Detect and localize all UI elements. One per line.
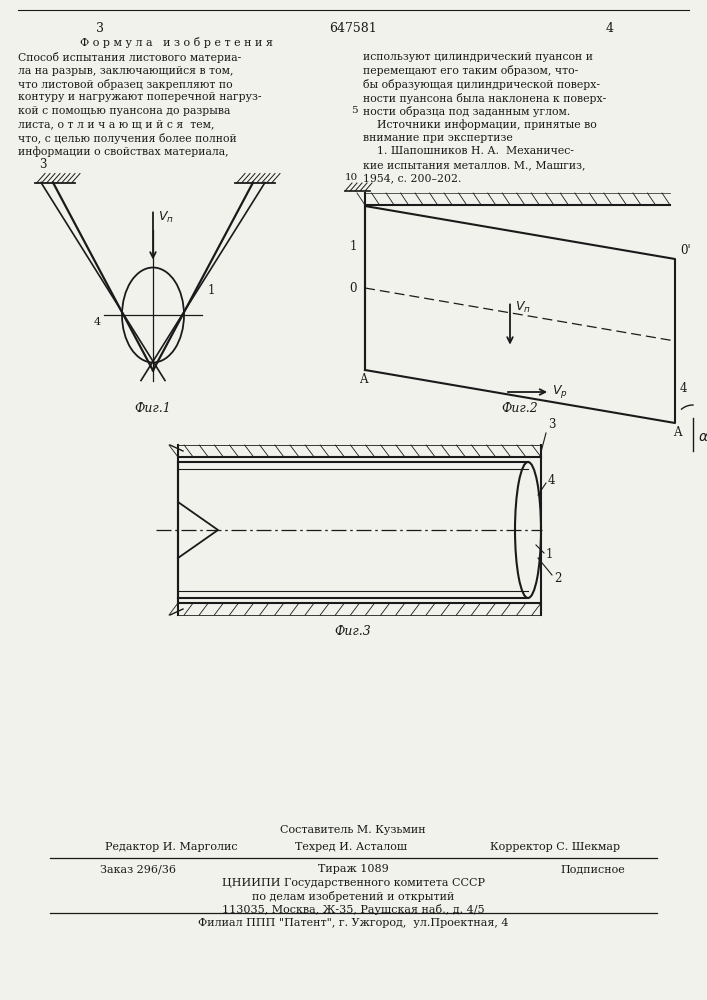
Text: 3: 3 xyxy=(96,22,104,35)
Text: Заказ 296/36: Заказ 296/36 xyxy=(100,864,176,874)
Text: ности образца под заданным углом.: ности образца под заданным углом. xyxy=(363,106,571,117)
Text: 1954, с. 200–202.: 1954, с. 200–202. xyxy=(363,174,462,184)
Text: Способ испытания листового материа-: Способ испытания листового материа- xyxy=(18,52,241,63)
Text: Подписное: Подписное xyxy=(560,864,625,874)
Text: 647581: 647581 xyxy=(329,22,377,35)
Text: 2: 2 xyxy=(554,572,561,584)
Text: $V_п$: $V_п$ xyxy=(158,210,174,225)
Text: 4: 4 xyxy=(606,22,614,35)
Text: 1: 1 xyxy=(208,284,216,297)
Text: Фиг.3: Фиг.3 xyxy=(334,625,371,638)
Text: что, с целью получения более полной: что, с целью получения более полной xyxy=(18,133,237,144)
Text: 10: 10 xyxy=(345,174,358,182)
Text: 113035, Москва, Ж-35, Раушская наб., д. 4/5: 113035, Москва, Ж-35, Раушская наб., д. … xyxy=(222,904,484,915)
Text: контуру и нагружают поперечной нагруз-: контуру и нагружают поперечной нагруз- xyxy=(18,93,262,103)
Text: 4: 4 xyxy=(94,317,101,327)
Text: 1: 1 xyxy=(350,239,357,252)
Text: ности пуансона была наклонена к поверх-: ности пуансона была наклонена к поверх- xyxy=(363,93,606,104)
Text: $\alpha$: $\alpha$ xyxy=(698,430,707,444)
Text: $V_п$: $V_п$ xyxy=(515,300,531,315)
Text: ЦНИИПИ Государственного комитета СССР: ЦНИИПИ Государственного комитета СССР xyxy=(221,878,484,888)
Text: используют цилиндрический пуансон и: используют цилиндрический пуансон и xyxy=(363,52,593,62)
Text: Техред И. Асталош: Техред И. Асталош xyxy=(295,842,407,852)
Text: что листовой образец закрепляют по: что листовой образец закрепляют по xyxy=(18,79,233,90)
Text: A: A xyxy=(358,373,367,386)
Text: перемещают его таким образом, что-: перемещают его таким образом, что- xyxy=(363,66,578,77)
Text: Филиал ППП "Патент", г. Ужгород,  ул.Проектная, 4: Филиал ППП "Патент", г. Ужгород, ул.Прое… xyxy=(198,918,508,928)
Text: ла на разрыв, заключающийся в том,: ла на разрыв, заключающийся в том, xyxy=(18,66,233,76)
Text: кие испытания металлов. М., Машгиз,: кие испытания металлов. М., Машгиз, xyxy=(363,160,585,170)
Text: Фиг.2: Фиг.2 xyxy=(502,402,538,415)
Text: 3: 3 xyxy=(548,418,556,431)
Text: 0': 0' xyxy=(680,244,691,257)
Text: 1. Шапошников Н. А.  Механичес-: 1. Шапошников Н. А. Механичес- xyxy=(363,146,574,156)
Text: по делам изобретений и открытий: по делам изобретений и открытий xyxy=(252,891,454,902)
Text: Ф о р м у л а   и з о б р е т е н и я: Ф о р м у л а и з о б р е т е н и я xyxy=(80,37,272,48)
Text: Фиг.1: Фиг.1 xyxy=(134,402,171,416)
Text: 0: 0 xyxy=(349,282,357,294)
Text: бы образующая цилиндрической поверх-: бы образующая цилиндрической поверх- xyxy=(363,79,600,90)
Text: Тираж 1089: Тираж 1089 xyxy=(317,864,388,874)
Text: 3: 3 xyxy=(39,157,47,170)
Text: внимание при экспертизе: внимание при экспертизе xyxy=(363,133,513,143)
Text: 4: 4 xyxy=(548,474,556,487)
Text: Редактор И. Марголис: Редактор И. Марголис xyxy=(105,842,238,852)
Text: Корректор С. Шекмар: Корректор С. Шекмар xyxy=(490,842,620,852)
Text: 4: 4 xyxy=(680,381,687,394)
Text: Источники информации, принятые во: Источники информации, принятые во xyxy=(363,119,597,130)
Text: 1: 1 xyxy=(546,548,554,562)
Text: A: A xyxy=(673,426,682,439)
Text: 5: 5 xyxy=(351,106,358,115)
Text: кой с помощью пуансона до разрыва: кой с помощью пуансона до разрыва xyxy=(18,106,230,116)
Text: Составитель М. Кузьмин: Составитель М. Кузьмин xyxy=(280,825,426,835)
Text: $V_р$: $V_р$ xyxy=(552,383,568,400)
Text: листа, о т л и ч а ю щ и й с я  тем,: листа, о т л и ч а ю щ и й с я тем, xyxy=(18,119,214,129)
Text: информации о свойствах материала,: информации о свойствах материала, xyxy=(18,146,228,157)
